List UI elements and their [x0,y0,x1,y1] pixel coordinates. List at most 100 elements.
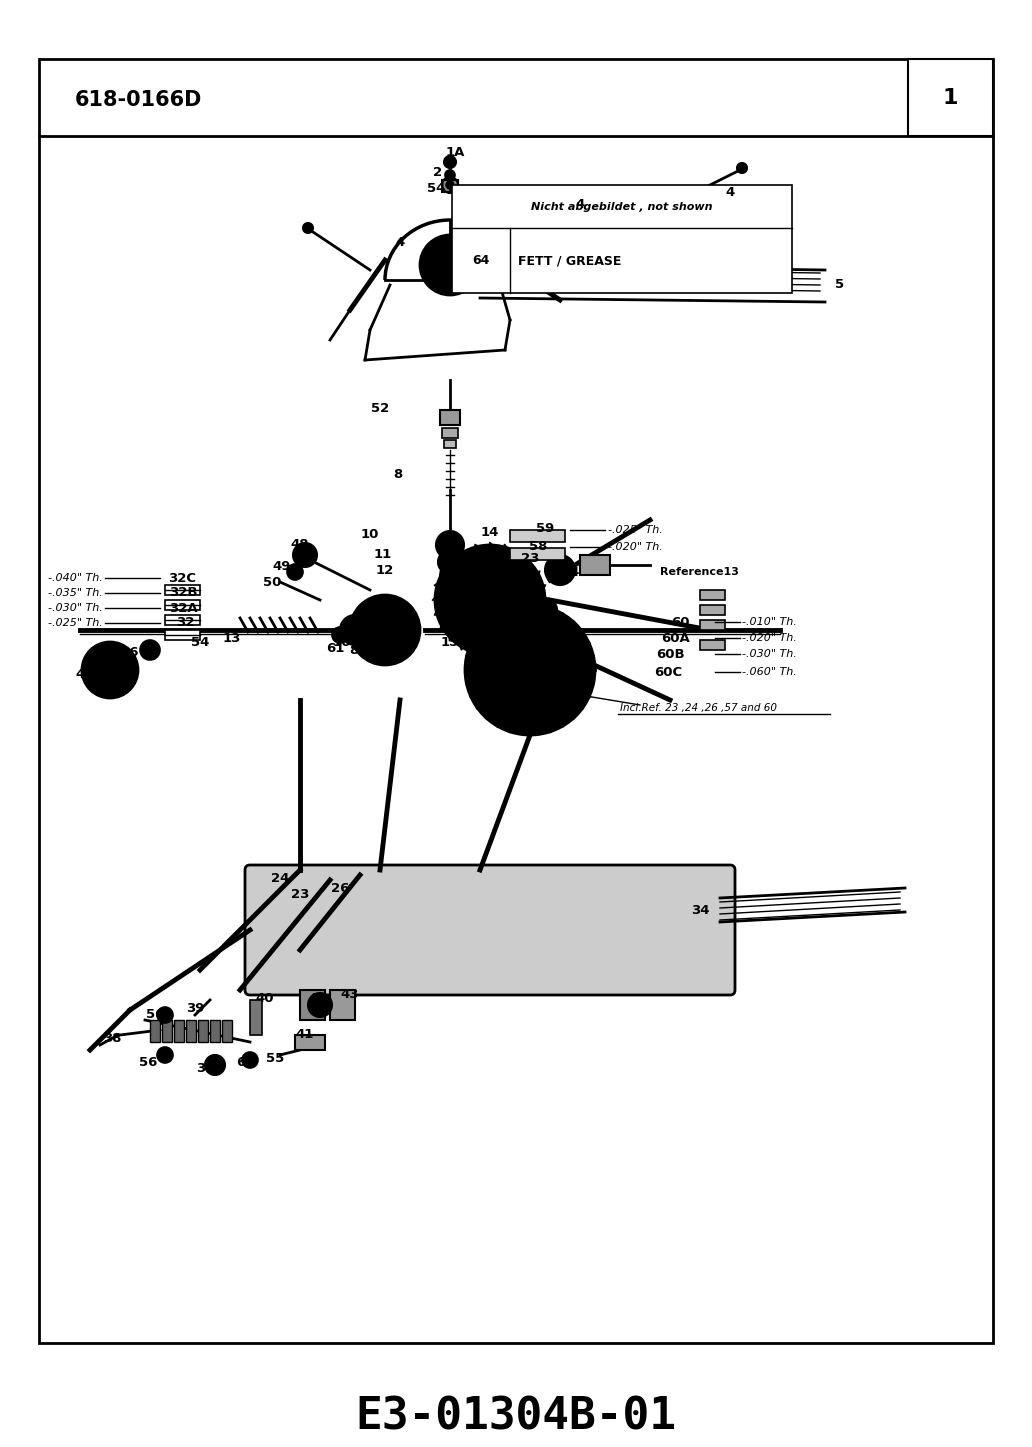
Text: 4: 4 [576,198,584,211]
Text: 32A: 32A [168,602,197,615]
Bar [150,1020,160,1042]
Circle shape [332,627,348,642]
Text: -.020" Th.: -.020" Th. [742,632,797,642]
Bar [186,1020,196,1042]
Text: 59: 59 [536,521,554,534]
Text: 43: 43 [341,988,359,1001]
Circle shape [432,247,467,284]
Circle shape [440,566,460,586]
Circle shape [157,1048,173,1064]
Text: 55: 55 [266,1052,284,1065]
Text: 54: 54 [191,635,209,648]
FancyBboxPatch shape [245,865,735,996]
Text: E3-01304B-01: E3-01304B-01 [355,1395,677,1438]
Text: -.030" Th.: -.030" Th. [742,650,797,658]
Text: 618-0166D: 618-0166D [75,90,202,110]
Text: 35: 35 [196,1062,215,1075]
Circle shape [303,223,313,233]
Text: 60C: 60C [654,666,682,679]
Text: 15: 15 [441,635,459,648]
Text: 8: 8 [393,469,402,482]
Text: 26: 26 [331,881,349,894]
Circle shape [205,1055,225,1075]
Text: 5: 5 [836,278,844,291]
Bar [442,428,458,438]
Bar [510,548,565,560]
Text: 23: 23 [291,888,310,901]
Text: 11: 11 [374,547,392,560]
Bar [250,1000,262,1035]
Circle shape [287,564,303,580]
Circle shape [465,605,595,735]
Circle shape [436,546,545,655]
Circle shape [518,658,542,682]
Circle shape [438,550,462,574]
Text: 2: 2 [433,165,443,178]
Text: 60: 60 [671,615,689,628]
Bar [165,585,200,595]
Circle shape [445,169,455,179]
Bar [209,1020,220,1042]
Text: 16: 16 [332,635,351,648]
Text: -.010" Th.: -.010" Th. [742,616,797,627]
Bar [198,1020,208,1042]
Circle shape [375,619,395,640]
Text: 60A: 60A [660,631,689,644]
Text: -.020" Th.: -.020" Th. [608,543,663,551]
Text: Incl.Ref. 23 ,24 ,26 ,57 and 60: Incl.Ref. 23 ,24 ,26 ,57 and 60 [620,703,777,713]
Bar [580,556,610,574]
Text: 32: 32 [175,616,194,629]
Circle shape [450,560,530,640]
Text: 4: 4 [725,185,735,198]
Circle shape [533,598,557,622]
Text: 61: 61 [326,641,345,654]
Bar [300,990,325,1020]
Bar [165,601,200,611]
Circle shape [470,580,510,619]
Text: 52: 52 [370,401,389,414]
Bar [165,629,200,640]
Circle shape [140,640,160,660]
Circle shape [545,556,575,585]
Circle shape [499,640,560,700]
Bar [444,440,456,449]
Text: 38: 38 [103,1032,121,1045]
Bar [700,619,725,629]
Bar [39,59,993,1343]
Text: 34: 34 [690,903,709,916]
Circle shape [482,592,498,608]
Text: 1A: 1A [446,146,464,159]
Text: 17: 17 [370,635,389,648]
Text: 14: 14 [481,525,499,538]
Circle shape [436,531,464,559]
Circle shape [420,234,480,295]
Text: 50: 50 [263,576,281,589]
Bar [440,410,460,425]
Text: 63: 63 [235,1056,254,1069]
Text: 81: 81 [349,644,367,657]
Text: -.025" Th.: -.025" Th. [608,525,663,535]
Circle shape [350,595,420,666]
Text: Reference13: Reference13 [660,567,739,577]
Text: 46: 46 [121,645,139,658]
Bar [908,59,993,136]
Text: -.040" Th.: -.040" Th. [49,573,103,583]
Circle shape [92,653,128,687]
Bar [162,1020,172,1042]
Text: 49: 49 [272,560,291,573]
Text: FETT / GREASE: FETT / GREASE [518,255,621,268]
Bar [700,605,725,615]
Text: 13: 13 [223,631,241,644]
Circle shape [446,181,454,190]
Text: 42: 42 [309,991,327,1004]
Circle shape [737,164,747,174]
Bar [165,615,200,625]
Text: 62: 62 [556,696,574,709]
Text: 12: 12 [376,563,394,576]
Circle shape [102,661,118,679]
Circle shape [107,667,112,673]
Text: 32B: 32B [169,586,197,599]
Bar [510,530,565,543]
Text: -.025" Th.: -.025" Th. [49,618,103,628]
Text: 56: 56 [139,1055,157,1068]
